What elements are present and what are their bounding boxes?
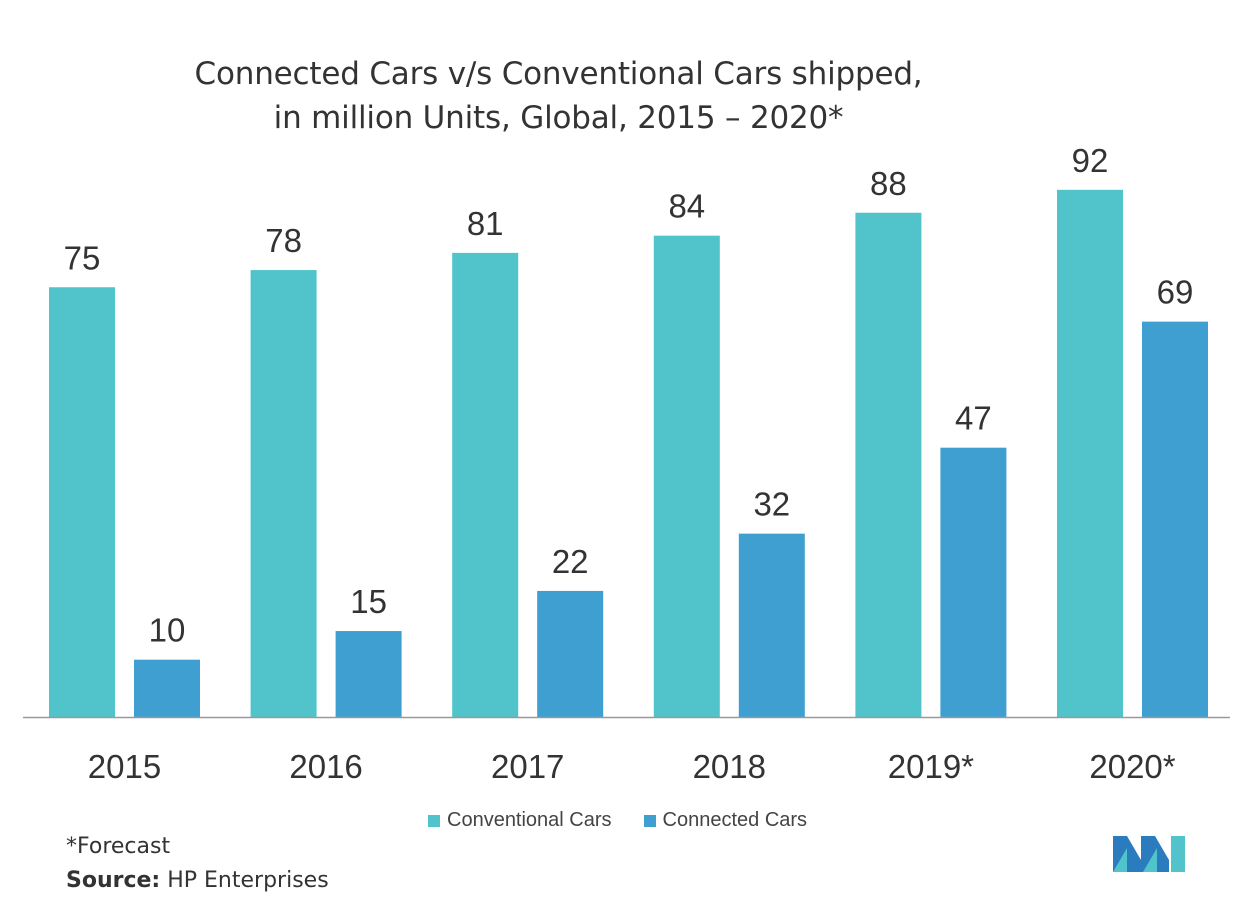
data-label-conventional-cars-2019: 88 — [870, 165, 907, 202]
bar-conventional-cars-2016 — [250, 270, 317, 717]
x-tick-label-2018: 2018 — [693, 748, 766, 785]
data-label-connected-cars-2015: 10 — [149, 612, 186, 649]
x-tick-label-2020: 2020* — [1089, 748, 1175, 785]
data-label-conventional-cars-2017: 81 — [467, 205, 504, 242]
data-label-conventional-cars-2020: 92 — [1072, 142, 1109, 179]
x-tick-label-2016: 2016 — [289, 748, 362, 785]
data-label-connected-cars-2018: 32 — [753, 486, 790, 523]
source-text: HP Enterprises — [160, 868, 329, 893]
bar-conventional-cars-2020 — [1057, 189, 1123, 718]
bar-conventional-cars-2017 — [452, 252, 519, 717]
bar-connected-cars-2016 — [335, 631, 402, 717]
data-label-connected-cars-2020: 69 — [1157, 274, 1194, 311]
bar-conventional-cars-2019 — [855, 212, 922, 717]
source-label: Source: — [66, 868, 161, 893]
bar-connected-cars-2015 — [134, 659, 200, 717]
bar-conventional-cars-2018 — [653, 235, 720, 717]
x-tick-label-2017: 2017 — [491, 748, 564, 785]
legend-label-conventional: Conventional Cars — [447, 809, 612, 831]
data-label-conventional-cars-2016: 78 — [265, 222, 302, 259]
bar-connected-cars-2020 — [1142, 321, 1208, 717]
legend-item-connected: Connected Cars — [643, 809, 808, 832]
x-tick-label-2015: 2015 — [88, 748, 161, 785]
x-tick-label-2019: 2019* — [888, 748, 974, 785]
data-label-connected-cars-2016: 15 — [350, 583, 387, 620]
bar-connected-cars-2019 — [940, 447, 1007, 717]
legend-swatch-connected — [643, 814, 656, 827]
bar-connected-cars-2018 — [738, 533, 805, 717]
data-label-connected-cars-2017: 22 — [552, 543, 589, 580]
data-label-connected-cars-2019: 47 — [955, 400, 992, 437]
bar-conventional-cars-2015 — [49, 287, 115, 717]
bar-connected-cars-2017 — [537, 590, 604, 717]
chart-title-line-1: Connected Cars v/s Conventional Cars shi… — [194, 56, 923, 92]
data-label-conventional-cars-2015: 75 — [64, 239, 101, 276]
chart-title: Connected Cars v/s Conventional Cars shi… — [0, 52, 1117, 140]
mordor-intelligence-logo-icon — [1113, 836, 1185, 872]
chart-legend: Conventional Cars Connected Cars — [428, 809, 839, 832]
chart-title-line-2: in million Units, Global, 2015 – 2020* — [273, 100, 844, 136]
source-note: Source: HP Enterprises — [66, 864, 329, 897]
bar-chart: 75 10 2015 78 15 2016 81 22 2017 84 32 2018 88 47 2019… — [23, 142, 1230, 785]
legend-item-conventional: Conventional Cars — [428, 809, 612, 832]
data-label-conventional-cars-2018: 84 — [668, 188, 705, 225]
forecast-footnote: *Forecast — [66, 834, 171, 859]
legend-swatch-conventional — [428, 814, 440, 827]
legend-label-connected: Connected Cars — [662, 809, 808, 831]
